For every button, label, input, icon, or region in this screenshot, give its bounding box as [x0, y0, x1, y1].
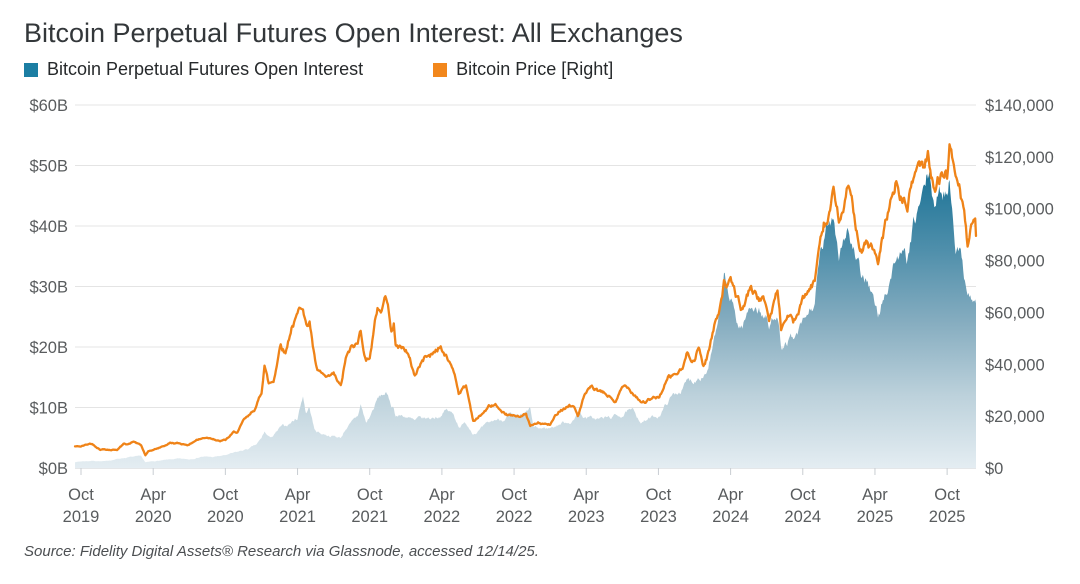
svg-text:$50B: $50B	[29, 158, 68, 176]
svg-text:$120,000: $120,000	[985, 149, 1054, 167]
svg-text:$40,000: $40,000	[985, 356, 1045, 374]
source-note: Source: Fidelity Digital Assets® Researc…	[24, 543, 539, 560]
svg-text:$0: $0	[985, 460, 1003, 478]
open-interest-swatch-icon	[24, 62, 38, 77]
svg-text:$40B: $40B	[29, 218, 68, 236]
legend-item-price: Bitcoin Price [Right]	[433, 59, 613, 80]
svg-text:$60,000: $60,000	[985, 304, 1045, 322]
svg-text:$30B: $30B	[29, 279, 68, 297]
svg-text:$140,000: $140,000	[985, 97, 1054, 115]
chart-legend: Bitcoin Perpetual Futures Open Interest …	[24, 59, 613, 80]
chart-title: Bitcoin Perpetual Futures Open Interest:…	[24, 18, 683, 48]
svg-text:$80,000: $80,000	[985, 253, 1045, 271]
svg-text:$60B: $60B	[29, 97, 68, 115]
price-line	[73, 143, 978, 457]
open-interest-area	[75, 171, 976, 468]
legend-item-open-interest: Bitcoin Perpetual Futures Open Interest	[24, 59, 363, 80]
svg-text:$20B: $20B	[29, 339, 68, 357]
price-swatch-icon	[433, 62, 448, 77]
svg-text:$10B: $10B	[29, 400, 68, 418]
x-axis-labels: Oct 2019 Apr 2020 Oct 2020 Apr 2021 Oct 2021 Apr 20…	[63, 486, 966, 526]
left-axis-labels: $60B $50B $40B $30B $20B $10B $0B	[29, 97, 68, 478]
svg-text:$0B: $0B	[39, 460, 68, 478]
svg-text:$20,000: $20,000	[985, 408, 1045, 426]
right-axis-labels: $140,000 $120,000 $100,000 $80,000 $60,000 $4…	[985, 97, 1054, 478]
legend-label-open-interest: Bitcoin Perpetual Futures Open Interest	[47, 59, 364, 79]
x-tick-marks	[80, 468, 948, 475]
svg-text:$100,000: $100,000	[985, 201, 1054, 219]
legend-label-price: Bitcoin Price [Right]	[456, 59, 614, 79]
